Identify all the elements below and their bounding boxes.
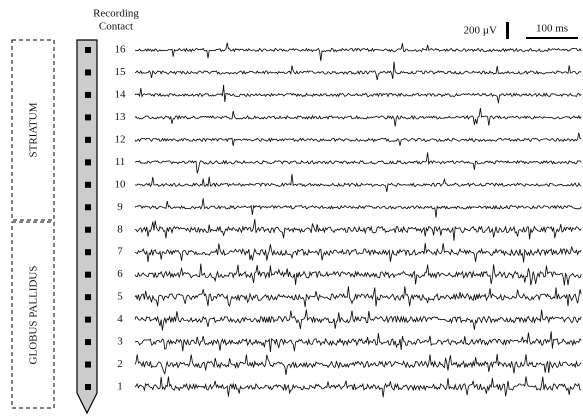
trace [135,62,581,80]
trace [135,85,581,103]
contact [85,182,91,188]
channel-number: 15 [115,66,127,78]
trace [135,376,581,397]
contact [85,249,91,255]
contact [85,272,91,278]
header-line: Recording [93,8,139,20]
trace [135,286,581,307]
channel-number: 12 [115,133,126,145]
contact [85,159,91,165]
trace [135,108,581,126]
channel-number: 4 [117,313,123,325]
channel-number: 13 [115,111,127,123]
channel-number: 8 [117,223,123,235]
figure: Recording Contact 200 µV 100 ms STRIATUM… [0,0,583,417]
trace [135,174,581,192]
contact [85,294,91,300]
channel-number: 2 [117,358,123,370]
channel-number: 11 [115,156,126,168]
trace [135,331,581,352]
contact [85,114,91,120]
trace [135,264,581,286]
trace [135,219,581,241]
contact [85,339,91,345]
voltage-scale-label: 200 µV [463,25,497,37]
contact [85,227,91,233]
contact [85,47,91,53]
region-label: GLOBUS PALLIDUS [28,266,40,365]
header-line: Contact [99,21,133,33]
contact [85,362,91,368]
channel-number: 10 [115,178,127,190]
voltage-scale-bar [506,22,509,39]
channel-number: 16 [115,44,127,56]
trace [135,310,581,331]
channel-number: 6 [117,268,123,280]
trace [135,243,581,263]
time-scale-label: 100 ms [536,23,568,35]
channel-number: 14 [115,88,127,100]
trace [135,133,581,146]
region-label: STRIATUM [28,102,40,157]
trace [135,198,581,217]
contact [85,317,91,323]
contact [85,92,91,98]
trace [135,354,581,375]
channel-number: 3 [117,336,123,348]
channel-number: 7 [117,246,123,258]
contact [85,204,91,210]
time-scale-bar [526,37,578,39]
trace [135,152,581,173]
channel-number: 1 [117,381,123,393]
channel-number: 9 [117,201,123,213]
channel-number: 5 [117,291,123,303]
trace [135,43,581,61]
contact [85,69,91,75]
contact [85,384,91,390]
contact [85,137,91,143]
